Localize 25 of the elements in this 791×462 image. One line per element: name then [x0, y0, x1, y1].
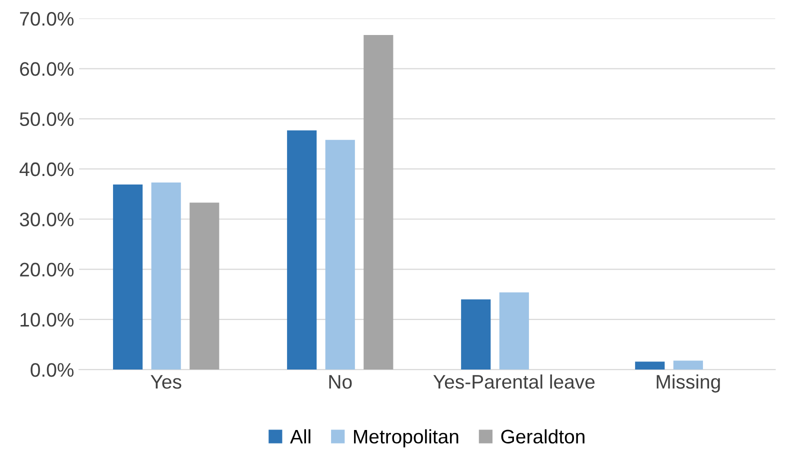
bar	[461, 299, 491, 370]
y-tick-label: 60.0%	[20, 62, 74, 76]
legend-label: Geraldton	[501, 429, 584, 444]
y-tick-label: 30.0%	[20, 212, 74, 226]
y-tick-label: 40.0%	[20, 162, 74, 176]
bar	[364, 35, 394, 370]
y-tick-label: 20.0%	[20, 262, 74, 277]
x-tick-label: Yes-Parental leave	[433, 374, 595, 389]
bar	[113, 184, 143, 370]
y-tick-label: 50.0%	[20, 112, 74, 126]
bar	[151, 182, 181, 370]
x-tick-label: No	[329, 375, 352, 389]
bar	[190, 202, 220, 370]
bar	[499, 292, 529, 370]
legend-label: Metropolitan	[354, 429, 458, 448]
x-tick-label: Yes	[150, 375, 182, 389]
y-tick-label: 70.0%	[20, 12, 74, 26]
x-tick-label: Missing	[656, 374, 720, 393]
bar	[287, 130, 317, 370]
y-tick-label: 0.0%	[30, 363, 74, 377]
y-tick-label: 10.0%	[20, 312, 74, 327]
bar	[635, 362, 665, 370]
bar	[673, 360, 703, 370]
bar	[325, 140, 355, 370]
legend-label: All	[290, 429, 310, 444]
